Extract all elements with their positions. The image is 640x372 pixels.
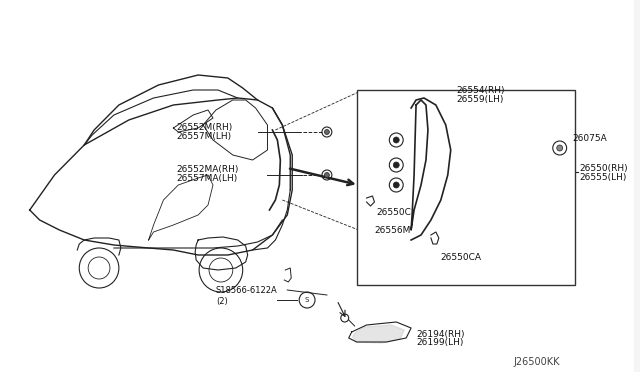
Polygon shape — [353, 325, 404, 343]
Circle shape — [324, 173, 330, 177]
Text: 26559(LH): 26559(LH) — [457, 94, 504, 103]
Text: 26557M(LH): 26557M(LH) — [177, 131, 232, 141]
Text: J26500KK: J26500KK — [513, 357, 560, 367]
Text: 26554(RH): 26554(RH) — [457, 86, 505, 94]
Text: 26555(LH): 26555(LH) — [579, 173, 627, 182]
Text: 26557MA(LH): 26557MA(LH) — [177, 173, 237, 183]
Text: 26550CA: 26550CA — [441, 253, 482, 263]
Text: 26552MA(RH): 26552MA(RH) — [177, 164, 239, 173]
Text: 26194(RH): 26194(RH) — [416, 330, 465, 339]
Bar — [356, 90, 575, 285]
Text: S18566-6122A
(2): S18566-6122A (2) — [216, 286, 278, 306]
Text: 26075A: 26075A — [573, 134, 607, 142]
Text: 26550C: 26550C — [376, 208, 412, 217]
Circle shape — [393, 162, 399, 168]
Text: 26552M(RH): 26552M(RH) — [177, 122, 232, 131]
Text: 26199(LH): 26199(LH) — [416, 339, 463, 347]
Text: 26556M: 26556M — [374, 225, 411, 234]
Circle shape — [557, 145, 563, 151]
Circle shape — [393, 137, 399, 143]
Circle shape — [324, 129, 330, 135]
Circle shape — [393, 182, 399, 188]
Text: 26550(RH): 26550(RH) — [579, 164, 628, 173]
Text: S: S — [305, 297, 309, 303]
